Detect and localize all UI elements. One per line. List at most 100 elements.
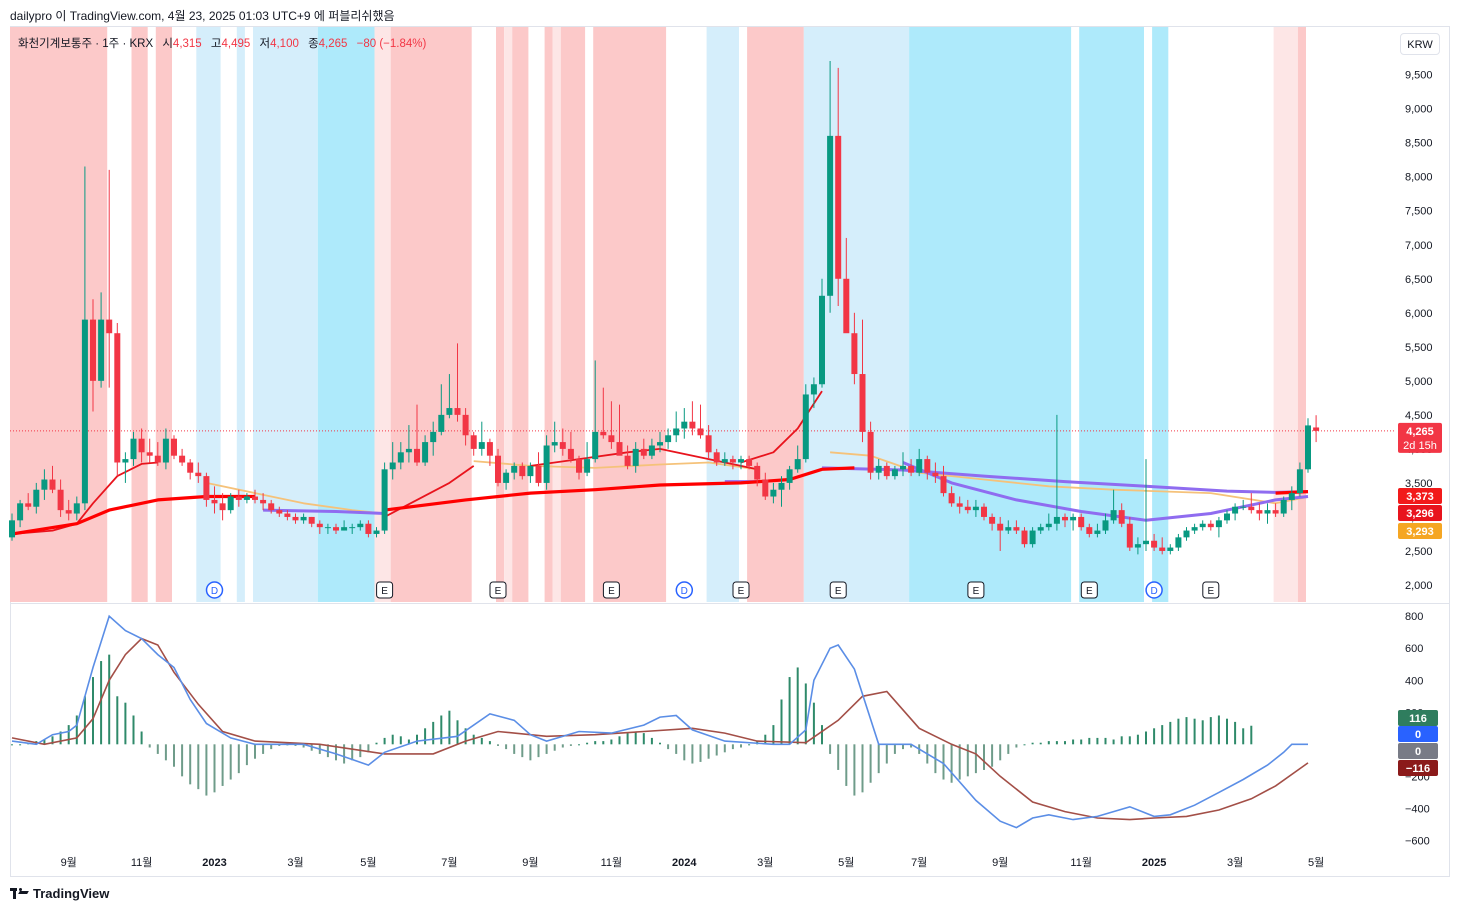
symbol-name[interactable]: 화천기계보통주 · 1주 · KRX xyxy=(18,38,154,50)
macd-histogram-bar xyxy=(578,744,580,746)
candle xyxy=(349,523,356,534)
candle xyxy=(1159,537,1166,555)
time-axis-tick: 11월 xyxy=(1070,856,1092,869)
macd-histogram-bar xyxy=(197,744,200,790)
candle xyxy=(114,323,121,477)
candle xyxy=(292,513,299,524)
macd-histogram-bar xyxy=(634,731,637,745)
candle xyxy=(827,61,834,313)
macd-histogram-bar xyxy=(829,744,832,754)
macd-histogram-bar xyxy=(561,744,564,748)
candle xyxy=(746,455,753,470)
dividend-marker xyxy=(675,581,694,599)
macd-histogram-bar xyxy=(772,725,775,745)
candle-body xyxy=(211,499,218,504)
candle xyxy=(989,513,996,531)
candle xyxy=(17,499,24,528)
tradingview-logo[interactable]: TradingView xyxy=(10,886,109,901)
macd-histogram-bar xyxy=(966,744,969,777)
candle xyxy=(1272,503,1279,517)
macd-histogram-bar xyxy=(116,696,119,745)
event-marker-label: D xyxy=(211,586,218,597)
candle-body xyxy=(1143,540,1149,545)
macd-histogram-bar xyxy=(675,744,678,754)
macd-histogram-bar xyxy=(51,736,54,745)
candle-body xyxy=(154,455,161,463)
candle-body xyxy=(908,465,915,473)
candle-body xyxy=(851,333,858,375)
candle xyxy=(1232,503,1239,521)
candle-body xyxy=(1134,544,1141,548)
macd-axis-tick: 600 xyxy=(1405,643,1423,655)
macd-histogram-bar xyxy=(416,734,418,745)
macd-axis-label-text: 0 xyxy=(1415,729,1421,741)
candle-body xyxy=(349,527,356,529)
candle xyxy=(235,489,242,507)
candle-body xyxy=(171,438,177,456)
candle xyxy=(908,459,915,477)
candle-body xyxy=(292,516,299,521)
price-axis-tick: 4,500 xyxy=(1405,410,1433,422)
candle xyxy=(130,431,137,466)
candle xyxy=(365,520,372,538)
dividend-marker xyxy=(205,581,224,599)
signal-band xyxy=(504,27,513,602)
candle-body xyxy=(41,479,48,490)
macd-histogram-bar xyxy=(407,739,410,745)
candle-body xyxy=(1167,547,1174,551)
macd-histogram-bar xyxy=(861,744,864,793)
candle xyxy=(397,442,404,470)
currency-button[interactable]: KRW xyxy=(1400,33,1440,55)
candle-body xyxy=(721,459,728,463)
candle xyxy=(802,384,809,463)
candle-body xyxy=(592,431,599,460)
candle-body xyxy=(900,465,906,470)
price-axis-tick: 5,500 xyxy=(1405,342,1433,354)
moving-average-line xyxy=(830,451,1309,505)
candle-body xyxy=(414,448,420,463)
price-axis-tick: 8,000 xyxy=(1405,172,1433,184)
candle-body xyxy=(106,319,113,334)
price-axis-tick: 3,500 xyxy=(1405,478,1433,490)
macd-histogram-bar xyxy=(715,744,718,756)
macd-histogram-bar xyxy=(254,744,256,759)
event-marker: E xyxy=(489,581,507,599)
macd-axis-label-bg xyxy=(1398,710,1438,726)
earnings-marker xyxy=(489,581,507,599)
candle xyxy=(932,462,939,483)
candle-body xyxy=(576,459,582,473)
candle-body xyxy=(397,452,404,463)
candle xyxy=(1013,520,1020,534)
candle-body xyxy=(25,503,32,507)
candle xyxy=(721,452,728,466)
candle xyxy=(940,465,947,497)
macd-histogram-bar xyxy=(1209,717,1212,745)
candle xyxy=(122,452,129,483)
candle-body xyxy=(1094,530,1101,534)
candle xyxy=(1094,523,1101,538)
time-axis-tick: 2024 xyxy=(672,857,697,869)
candle xyxy=(673,411,680,443)
macd-axis-label-text: −116 xyxy=(1406,763,1430,775)
macd-histogram-bar xyxy=(513,744,516,754)
macd-histogram-bar xyxy=(991,744,994,767)
candle xyxy=(1070,513,1077,531)
macd-histogram-bar xyxy=(173,744,175,767)
signal-band xyxy=(552,27,561,602)
macd-axis-label: −116 xyxy=(1398,760,1438,776)
candle xyxy=(1037,523,1044,534)
time-axis-tick: 2025 xyxy=(1142,857,1166,869)
macd-histogram-bar xyxy=(691,744,694,764)
candle-body xyxy=(122,459,129,463)
candle-body xyxy=(956,503,963,507)
macd-histogram-bar xyxy=(19,744,22,746)
price-axis-label-text: 3,373 xyxy=(1406,491,1434,503)
candle-body xyxy=(916,459,923,473)
candle xyxy=(98,292,105,388)
candle xyxy=(462,408,469,446)
candle xyxy=(916,448,923,477)
candle-body xyxy=(624,455,631,466)
candle xyxy=(981,503,987,521)
signal-band xyxy=(909,27,1072,602)
